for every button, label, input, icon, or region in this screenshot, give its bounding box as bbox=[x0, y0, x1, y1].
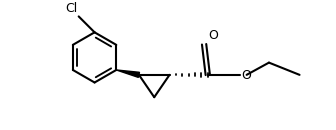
Text: O: O bbox=[241, 69, 251, 82]
Polygon shape bbox=[116, 70, 139, 77]
Text: O: O bbox=[208, 29, 218, 42]
Text: Cl: Cl bbox=[65, 2, 77, 15]
